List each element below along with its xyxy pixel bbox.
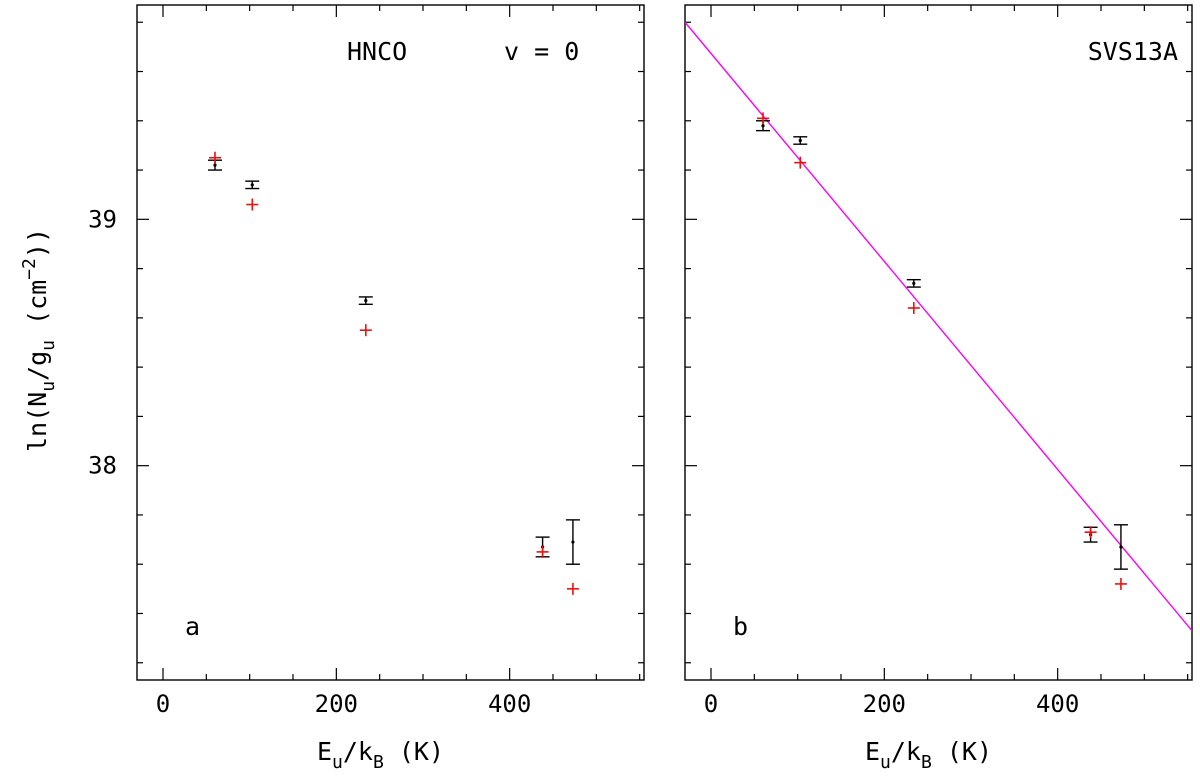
y-axis-label: ln(Nu/gu (cm−2)) <box>19 228 59 452</box>
model-point <box>566 582 579 595</box>
observed-marker <box>571 540 575 544</box>
model-point <box>1114 577 1127 590</box>
observed-marker <box>761 124 765 128</box>
fit-line <box>685 21 1192 632</box>
observed-marker <box>364 299 368 303</box>
molecule-label: HNCO <box>347 37 407 66</box>
observed-point <box>906 278 921 288</box>
state-label: v = 0 <box>504 37 579 66</box>
x-tick-label: 200 <box>863 690 906 718</box>
observed-point <box>565 519 580 565</box>
panel-label: a <box>185 612 200 641</box>
panel-a: 0 200 400 38 39 Eu/kB (K) HNCO v = 0 a <box>88 4 645 773</box>
observed-point <box>1113 524 1128 570</box>
source-label: SVS13A <box>1088 37 1178 66</box>
x-axis-label: Eu/kB (K) <box>317 737 444 773</box>
panel-b-frame <box>684 4 1193 681</box>
observed-point <box>358 296 373 306</box>
model-point <box>246 198 259 211</box>
model-point <box>907 302 920 315</box>
y-tick-label: 39 <box>88 205 117 233</box>
x-tick-label: 200 <box>315 690 358 718</box>
model-point <box>794 156 807 169</box>
model-point <box>1084 526 1097 539</box>
x-axis-label: Eu/kB (K) <box>865 737 992 773</box>
observed-point <box>793 136 808 145</box>
panel-a-frame <box>136 4 645 681</box>
x-tick-label: 0 <box>704 690 718 718</box>
x-tick-label: 0 <box>156 690 170 718</box>
model-point <box>536 545 549 558</box>
panel-b: 0 200 400 Eu/kB (K) SVS13A b <box>684 4 1193 773</box>
observed-marker <box>213 163 217 167</box>
y-tick-label: 38 <box>88 452 117 480</box>
model-point <box>209 151 221 164</box>
observed-marker <box>798 138 802 143</box>
observed-marker <box>1119 545 1123 549</box>
observed-marker <box>912 281 916 285</box>
model-point <box>757 112 769 125</box>
panel-label: b <box>733 612 748 641</box>
observed-point <box>245 180 260 190</box>
observed-marker <box>250 183 254 187</box>
model-point <box>359 324 372 337</box>
x-tick-label: 400 <box>1036 690 1079 718</box>
x-tick-label: 400 <box>488 690 531 718</box>
